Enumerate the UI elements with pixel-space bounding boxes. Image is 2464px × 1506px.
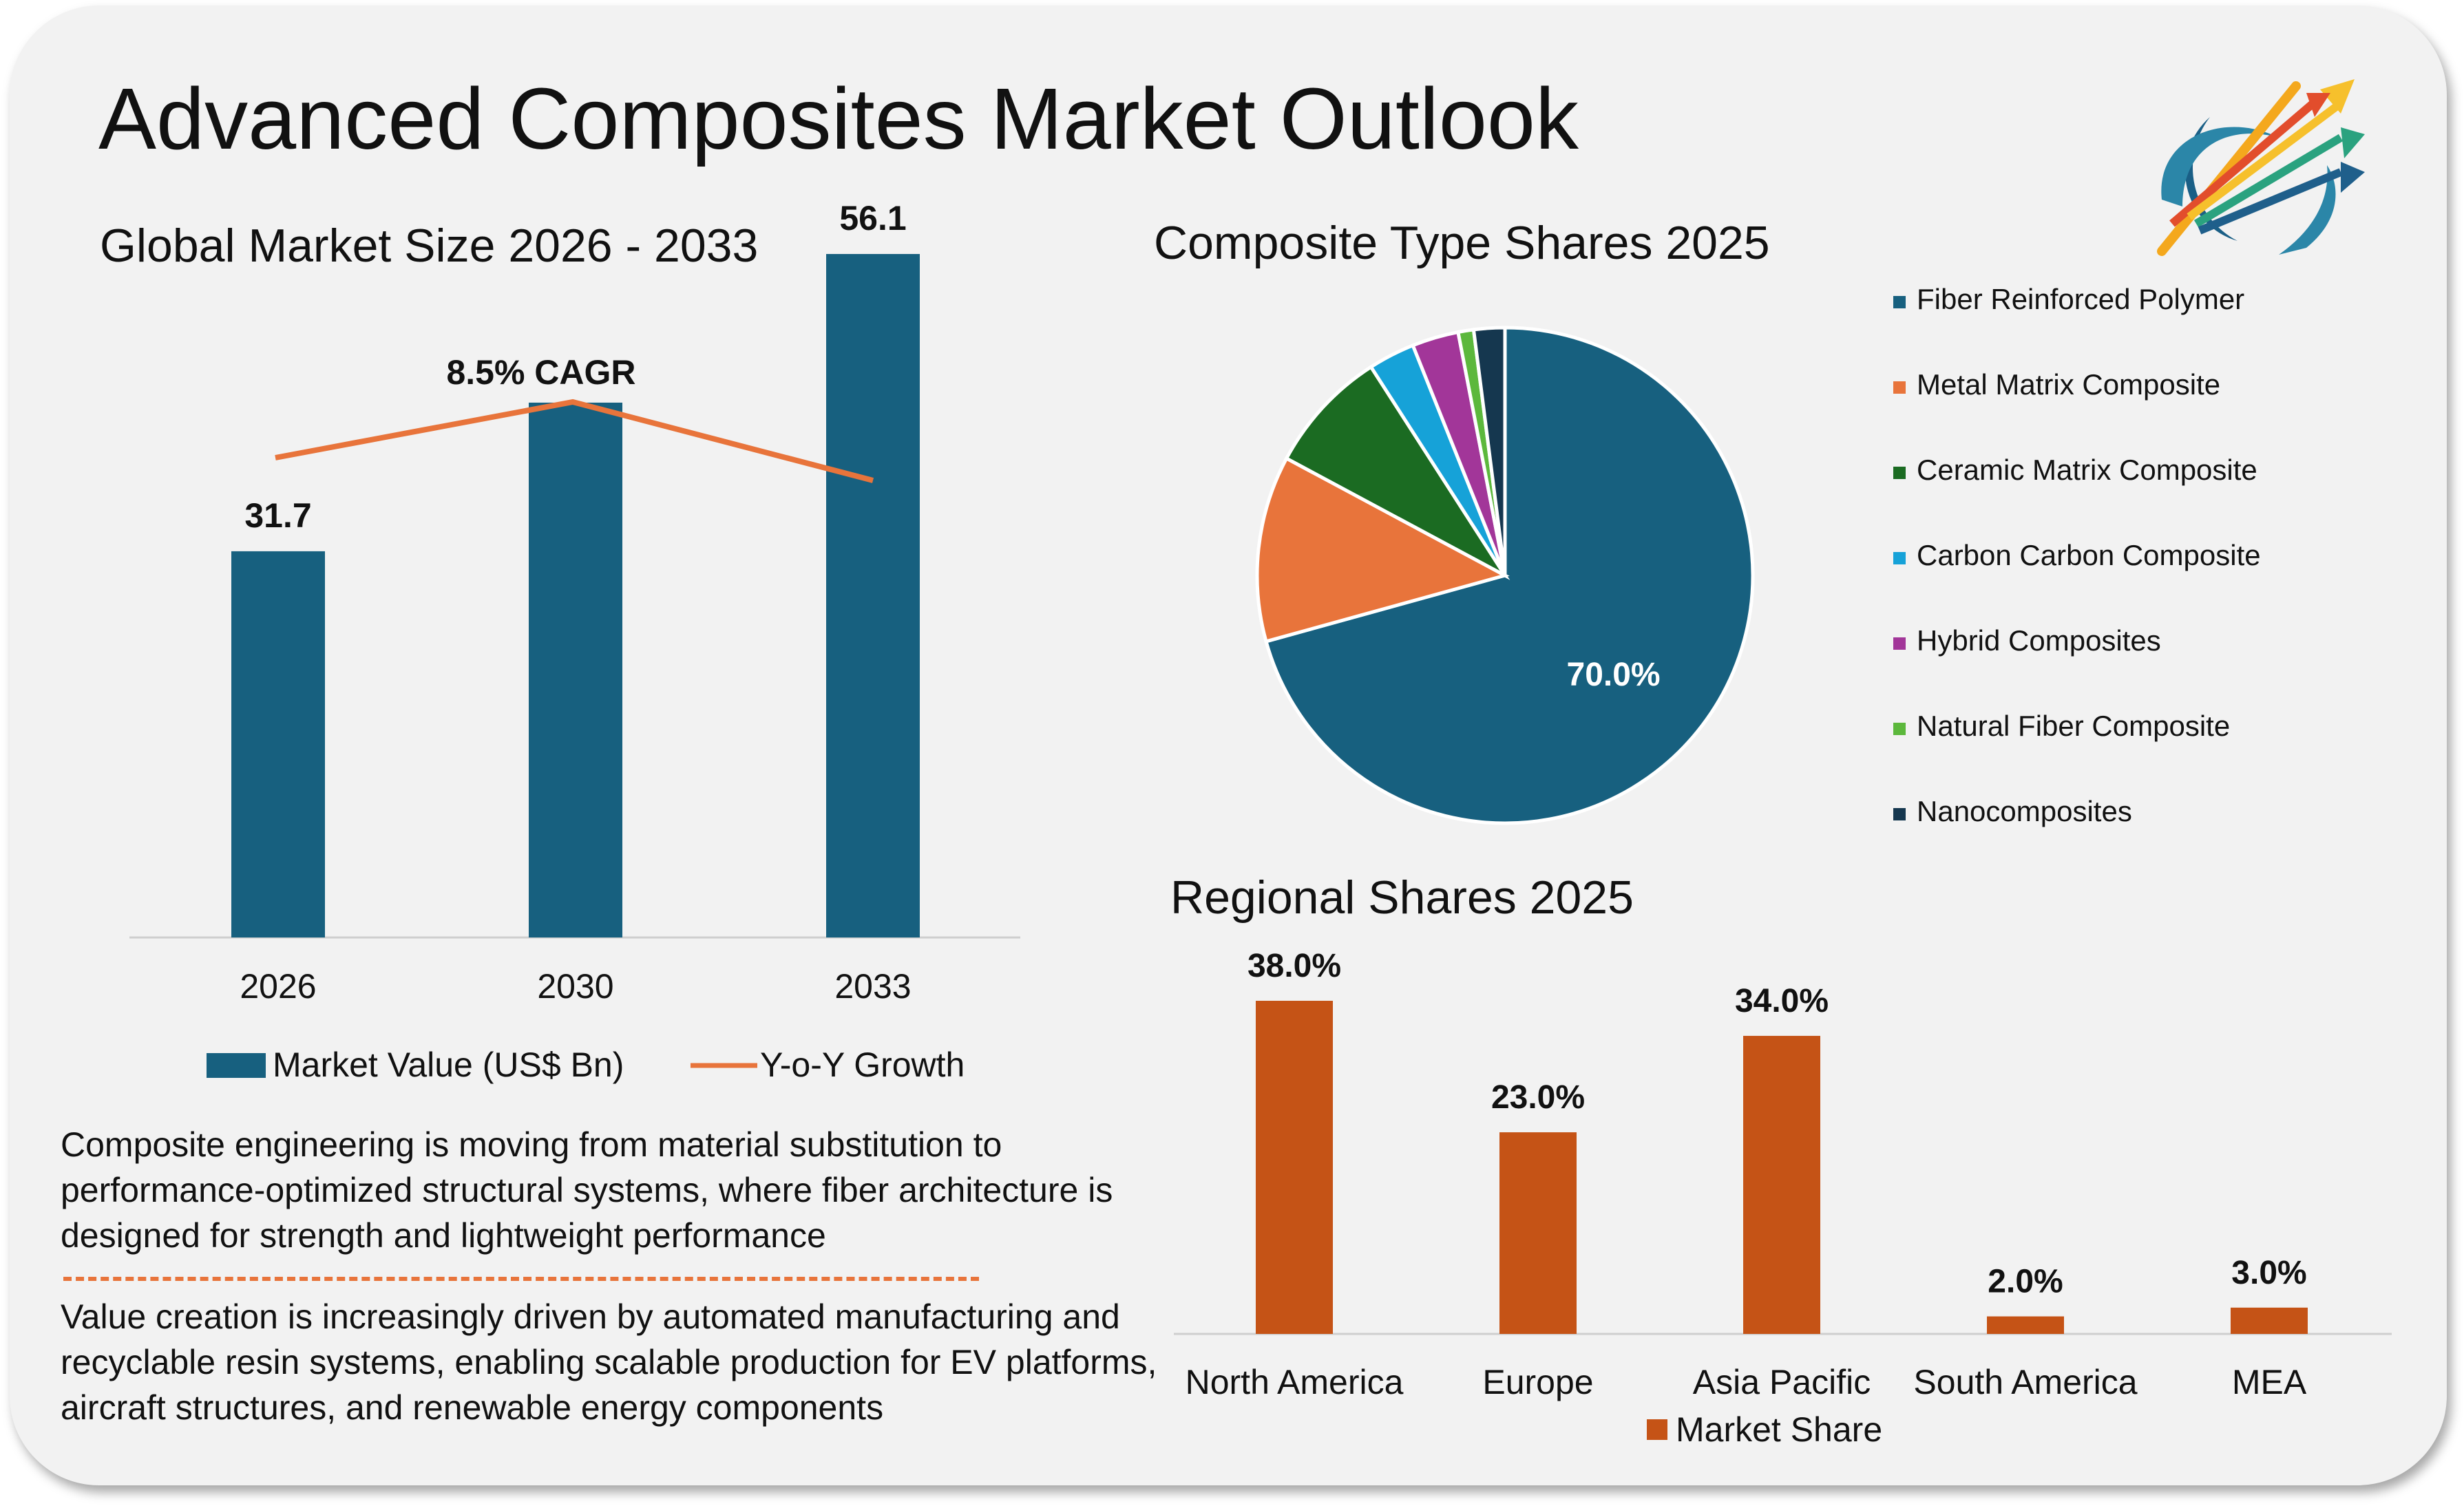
bar-data-label: 31.7 [244,496,311,535]
yoy-growth-line [275,399,874,483]
legend-market-value-label: Market Value (US$ Bn) [273,1046,624,1084]
legend-growth-label: Y-o-Y Growth [760,1046,965,1084]
pie-slice [1284,364,1510,580]
pie-legend-label: Ceramic Matrix Composite [1917,454,2257,486]
regional-bar [1743,1035,1820,1334]
market-value-bar [231,551,325,937]
pie-legend-label: Nanocomposites [1917,795,2132,827]
insight-paragraph-1: Composite engineering is moving from mat… [61,1125,1113,1255]
market-size-title: Global Market Size 2026 - 2033 [100,220,759,272]
regional-data-label: 23.0% [1491,1079,1585,1116]
pie-legend-label: Carbon Carbon Composite [1917,539,2261,571]
pie-legend-swatch [1893,637,1906,650]
regional-data-label: 38.0% [1247,948,1341,984]
x-tick-label: 2026 [240,967,316,1006]
cagr-annotation: 8.5% CAGR [446,353,635,392]
pie-legend-label: Fiber Reinforced Polymer [1917,283,2244,315]
regional-title: Regional Shares 2025 [1170,871,1634,924]
regional-x-tick-label: North America [1186,1363,1404,1401]
infographic-card [10,6,2447,1485]
pie-legend-swatch [1893,552,1906,564]
regional-x-tick-label: Europe [1482,1363,1593,1401]
rising-arrows-logo-icon [2134,48,2368,272]
regional-bar [1256,1001,1333,1334]
regional-bar [1499,1132,1577,1334]
regional-legend-swatch [1647,1419,1667,1440]
regional-x-tick-label: South America [1913,1363,2137,1401]
regional-data-label: 2.0% [1988,1264,2063,1300]
page-title: Advanced Composites Market Outlook [98,70,1579,167]
insight-paragraph-2: Value creation is increasingly driven by… [61,1297,1157,1427]
pie-legend-label: Metal Matrix Composite [1917,368,2220,401]
pie-slice [1255,456,1510,644]
pie-slice [1471,326,1507,576]
regional-bar [1987,1316,2064,1334]
pie-legend-swatch [1893,467,1906,479]
regional-data-label: 34.0% [1735,983,1829,1019]
regional-data-label: 3.0% [2231,1255,2306,1291]
composite-type-title: Composite Type Shares 2025 [1154,217,1770,269]
x-tick-label: 2033 [834,967,911,1006]
pie-legend-swatch [1893,723,1906,735]
bar-data-label: 56.1 [839,199,906,237]
pie-slice [1263,326,1755,825]
legend-market-value-swatch [207,1053,266,1078]
x-tick-label: 2030 [537,967,613,1006]
pie-legend-label: Hybrid Composites [1917,624,2161,657]
market-value-bar [529,402,622,937]
regional-legend-label: Market Share [1676,1410,1882,1449]
market-value-bar [826,254,920,937]
regional-bar [2231,1307,2308,1334]
pie-legend-swatch [1893,808,1906,820]
regional-x-tick-label: MEA [2232,1363,2307,1401]
regional-x-tick-label: Asia Pacific [1693,1363,1871,1401]
pie-legend-swatch [1893,296,1906,308]
pie-legend-label: Natural Fiber Composite [1917,710,2230,742]
pie-data-label: 70.0% [1567,657,1661,693]
pie-legend-swatch [1893,381,1906,394]
dashed-divider [63,1277,979,1281]
